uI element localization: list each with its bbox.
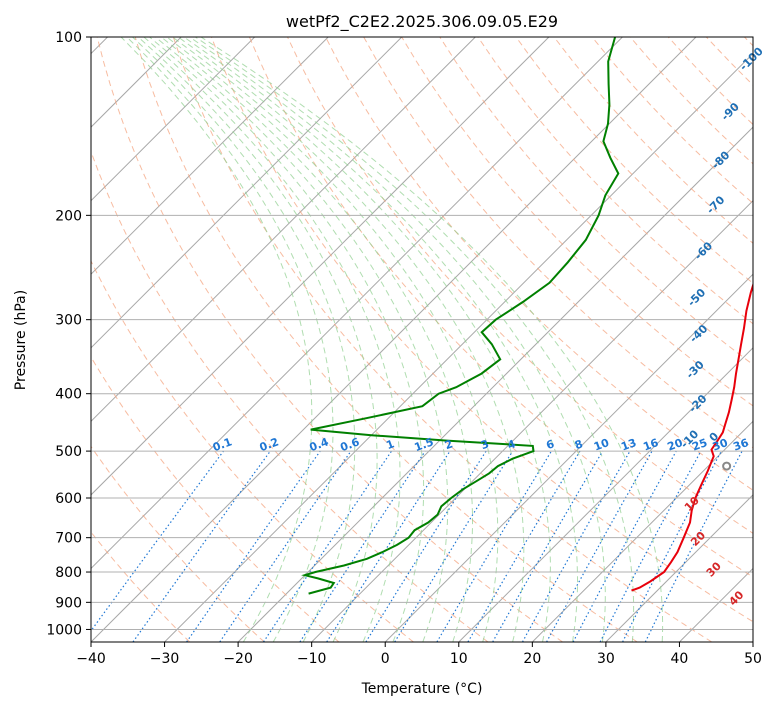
x-tick-label: 30 <box>597 651 615 667</box>
mixing-ratio-line <box>521 450 631 642</box>
moist-adiabat-line <box>149 37 425 642</box>
mixing-ratio-label: 25 <box>690 436 709 453</box>
dry-adiabat-line <box>96 37 563 642</box>
mixing-ratio-line <box>186 450 321 642</box>
mixing-ratio-label: 3 <box>479 437 491 452</box>
y-tick-label: 700 <box>55 531 82 547</box>
profile-curves <box>301 37 753 595</box>
isotherm-line <box>91 37 550 496</box>
moist-adiabat-line <box>172 37 525 642</box>
y-tick-label: 200 <box>55 208 82 224</box>
isotherm-line <box>384 273 753 642</box>
y-tick-label: 800 <box>55 565 82 581</box>
y-axis-label: Pressure (hPa) <box>13 290 29 390</box>
y-tick-label: 500 <box>55 444 82 460</box>
x-axis-label: Temperature (°C) <box>361 681 483 697</box>
mixing-ratio-line <box>262 450 392 642</box>
dry-adiabat-line <box>248 37 753 578</box>
isotherm-line <box>91 37 476 423</box>
moist-adiabat-line <box>160 37 473 642</box>
pressure-gridlines <box>91 37 753 630</box>
dry-adiabat-line <box>172 37 713 642</box>
moist-adiabat-line <box>143 37 401 642</box>
dry-adiabat-line <box>91 356 340 642</box>
mixing-ratio-label: 10 <box>592 436 611 454</box>
mixing-ratio-label: 8 <box>573 437 585 452</box>
dry-adiabat-line <box>325 37 753 491</box>
mixing-ratio-label: 0.6 <box>338 435 361 454</box>
moist-adiabat-line <box>154 37 449 642</box>
dry-adiabat-line <box>91 259 414 642</box>
isotherm-line <box>91 37 623 570</box>
dry-adiabat-line <box>287 37 753 534</box>
isotherm-line <box>91 37 403 349</box>
mixing-ratio-label: 16 <box>641 436 660 454</box>
mixing-ratio-line <box>572 450 677 642</box>
isotherm-line <box>605 494 753 642</box>
plot-frame <box>90 36 754 643</box>
mixing-ratio-line <box>132 450 271 642</box>
y-tick-label: 400 <box>55 387 82 403</box>
x-tick-label: 10 <box>450 651 468 667</box>
mixing-ratio-label: 30 <box>711 436 730 454</box>
isotherm-line <box>91 37 256 202</box>
moist-adiabat-line <box>200 37 664 642</box>
y-tick-label: 300 <box>55 313 82 329</box>
background-lines <box>91 37 753 642</box>
mixing-ratio-label: 0.1 <box>211 435 234 454</box>
parcel-marker <box>722 461 732 471</box>
mixing-ratio-label: 6 <box>544 437 556 452</box>
moist-adiabat-line <box>177 37 551 642</box>
x-tick-label: 20 <box>523 651 541 667</box>
dry-adiabat-line <box>134 37 638 642</box>
isotherm-line <box>531 420 753 642</box>
mixing-ratio-label: 2 <box>443 437 455 452</box>
y-axis-ticks: 1000 900 800 700 600 500 400 300 200 100 <box>46 30 91 638</box>
mixing-ratio-label: 20 <box>666 436 685 454</box>
mixing-ratio-label: 0.2 <box>258 435 281 454</box>
dry-adiabat-line <box>91 445 265 642</box>
y-tick-label: 1000 <box>46 622 82 638</box>
mixing-ratio-label: 13 <box>619 436 638 453</box>
mixing-ratio-line <box>644 450 743 642</box>
temperature-curve <box>631 281 753 592</box>
moist-adiabat-line <box>183 37 578 642</box>
moist-adiabat-line <box>137 37 378 642</box>
x-tick-label: 40 <box>671 651 689 667</box>
x-tick-label: 0 <box>381 651 390 667</box>
isotherm-line <box>458 347 753 642</box>
x-tick-label: −40 <box>76 651 106 667</box>
moist-adiabat-line <box>126 37 334 642</box>
mixing-ratio-label: 0.4 <box>308 435 331 454</box>
mixing-ratio-line <box>326 450 451 642</box>
mixing-ratio-label: 1.5 <box>413 435 436 454</box>
mixing-ratio-line <box>91 450 224 632</box>
y-tick-label: 100 <box>55 30 82 46</box>
isotherm-line <box>91 37 329 275</box>
moist-adiabat-line <box>195 37 635 642</box>
x-tick-label: −10 <box>297 651 327 667</box>
x-tick-label: −30 <box>150 651 180 667</box>
dewpoint-curve <box>301 37 620 595</box>
isotherm-line <box>237 126 753 642</box>
mixing-ratio-line <box>394 450 514 642</box>
mixing-ratio-line <box>219 450 352 642</box>
dry-adiabat-line <box>210 37 753 623</box>
mixing-ratio-label: 36 <box>731 436 750 454</box>
moist-adiabat-line <box>189 37 606 642</box>
mixing-ratio-label: 1 <box>385 437 397 452</box>
y-tick-label: 600 <box>55 491 82 507</box>
mixing-ratio-line <box>546 450 653 642</box>
x-tick-label: 50 <box>744 651 762 667</box>
chart-title: wetPf2_C2E2.2025.306.09.05.E29 <box>286 12 558 32</box>
dry-adiabat-line <box>515 37 753 284</box>
x-axis-ticks: −40 −30 −20 −10 0 10 20 30 40 50 <box>76 642 762 667</box>
x-tick-label: −20 <box>223 651 253 667</box>
y-tick-label: 900 <box>55 595 82 611</box>
isotherm-line <box>164 52 753 642</box>
moist-adiabat-line <box>132 37 356 642</box>
mixing-ratio-label: 4 <box>506 437 518 452</box>
